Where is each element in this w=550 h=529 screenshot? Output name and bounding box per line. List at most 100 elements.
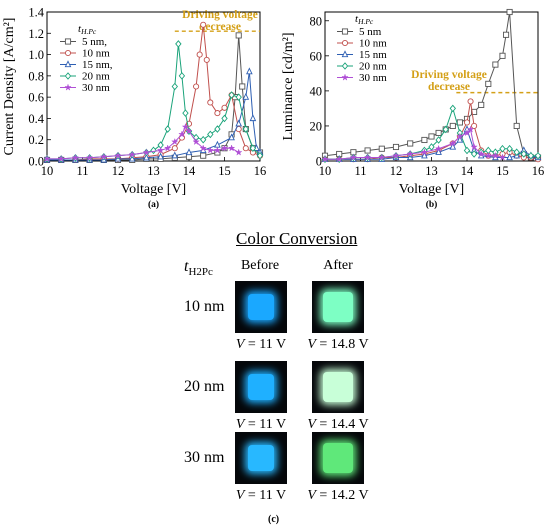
y-tick-label: 1.2: [28, 27, 44, 41]
x-tick-label: 14: [183, 164, 196, 178]
annotation-text-line1: Driving voltage: [182, 9, 258, 21]
data-point: [448, 139, 457, 147]
y-tick-label: 60: [310, 49, 323, 63]
after-voltage-caption: V = 14.2 V: [307, 488, 369, 503]
data-point: [499, 52, 506, 59]
data-point: [463, 146, 471, 155]
legend-entry-label: 5 nm,: [82, 36, 107, 48]
y-tick-label: 0.0: [28, 155, 44, 169]
data-point: [163, 144, 172, 152]
x-axis-label: Voltage [V]: [121, 182, 186, 197]
data-point: [442, 125, 449, 134]
legend-title: tH.Pc: [78, 23, 97, 36]
data-point: [499, 144, 506, 153]
data-point: [192, 137, 200, 146]
legend-marker: [341, 28, 349, 35]
data-point: [321, 155, 329, 163]
data-point: [449, 142, 457, 150]
data-point: [477, 149, 486, 158]
data-point: [246, 67, 253, 75]
panel-label-c: (c): [268, 514, 280, 525]
data-point: [456, 135, 464, 143]
legend-entry-label: 5 nm: [359, 26, 382, 38]
data-point: [364, 147, 371, 154]
data-point: [349, 153, 358, 161]
after-voltage-caption: V = 14.8 V: [307, 337, 369, 352]
data-point: [407, 140, 414, 147]
column-header-before: Before: [240, 258, 280, 273]
legend-entry-label: 10 nm: [82, 48, 110, 60]
series-5: [43, 122, 243, 163]
legend-marker: [341, 73, 349, 81]
data-point: [456, 119, 463, 126]
before-emission: [248, 445, 274, 471]
data-point: [207, 130, 214, 139]
series-line: [47, 71, 261, 161]
data-point: [185, 148, 193, 156]
data-point: [178, 72, 186, 80]
x-tick-label: 12: [390, 164, 403, 178]
before-device-image: [235, 281, 287, 333]
data-point: [449, 104, 456, 113]
legend-marker: [341, 62, 349, 70]
data-point: [206, 146, 215, 154]
after-emission: [323, 372, 353, 402]
x-tick-label: 12: [112, 164, 125, 178]
row-label: 20 nm: [184, 378, 225, 395]
data-point: [228, 91, 235, 99]
data-point: [485, 80, 492, 87]
legend-entry-label: 15 nm: [359, 49, 387, 61]
data-point: [506, 144, 513, 153]
before-voltage-caption: V = 11 V: [235, 488, 287, 503]
data-point: [406, 149, 415, 158]
data-point: [466, 125, 475, 133]
data-point: [43, 154, 51, 163]
data-point: [214, 125, 221, 133]
data-point: [428, 133, 435, 140]
data-point: [470, 142, 478, 151]
data-point: [256, 151, 264, 160]
data-point: [221, 114, 228, 123]
legend-marker: [64, 49, 72, 57]
data-point: [71, 153, 80, 162]
data-point: [185, 127, 193, 135]
data-point: [207, 99, 214, 106]
data-point: [513, 122, 520, 129]
data-point: [242, 125, 249, 133]
data-point: [467, 98, 474, 105]
after-device-image: [312, 281, 364, 333]
legend-entry-label: 30 nm: [82, 82, 110, 94]
legend-marker: [341, 39, 349, 47]
luminance-chart: 10 11 12 13 14 15 16 0 20 40 60 80 Voltage [V] Lumina…: [281, 8, 544, 210]
legend-marker: [64, 72, 72, 80]
x-axis-label: Voltage [V]: [399, 182, 464, 197]
data-point: [435, 147, 442, 155]
data-point: [392, 143, 400, 151]
data-point: [471, 122, 478, 129]
data-point: [143, 153, 150, 161]
data-point: [114, 151, 122, 159]
y-tick-label: 80: [310, 14, 323, 28]
data-point: [196, 51, 203, 58]
data-point: [377, 153, 386, 161]
data-point: [463, 128, 471, 137]
data-point: [99, 152, 108, 161]
y-tick-label: 0.6: [28, 91, 44, 105]
data-point: [175, 40, 182, 48]
x-tick-label: 15: [218, 164, 231, 178]
data-point: [363, 153, 372, 161]
y-tick-label: 0: [316, 155, 322, 169]
data-point: [227, 144, 236, 152]
data-point: [181, 122, 190, 131]
annotation-text-line1: Driving voltage: [411, 69, 487, 81]
before-emission: [248, 294, 274, 320]
data-point: [513, 148, 520, 157]
data-point: [239, 83, 246, 90]
y-tick-label: 0.8: [28, 69, 44, 83]
data-point: [57, 154, 66, 163]
data-point: [228, 133, 235, 141]
data-point: [85, 153, 94, 162]
data-point: [171, 82, 178, 91]
